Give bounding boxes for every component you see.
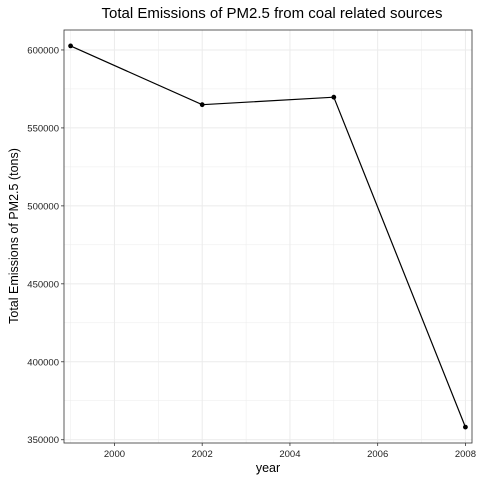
y-tick-label: 450000 xyxy=(27,279,59,290)
data-point xyxy=(68,43,73,49)
y-tick-label: 550000 xyxy=(27,123,59,134)
major-gridlines xyxy=(64,30,472,443)
x-axis-title: year xyxy=(256,461,280,475)
y-axis-title: Total Emissions of PM2.5 (tons) xyxy=(7,148,21,324)
y-tick-label: 500000 xyxy=(27,201,59,212)
y-tick-label: 400000 xyxy=(27,357,59,368)
chart-title: Total Emissions of PM2.5 from coal relat… xyxy=(102,5,443,22)
minor-gridlines xyxy=(64,30,472,443)
x-axis: 2000 2002 2004 2006 2008 xyxy=(104,443,476,460)
panel-border xyxy=(63,29,473,444)
y-tick-label: 600000 xyxy=(27,45,59,56)
x-tick-label: 2000 xyxy=(104,449,125,460)
x-tick-label: 2004 xyxy=(279,449,300,460)
data-point xyxy=(199,102,205,108)
series-layer xyxy=(68,43,468,430)
x-tick-label: 2006 xyxy=(367,449,388,460)
data-point xyxy=(331,94,337,100)
y-axis: 350000 400000 450000 500000 550000 600000 xyxy=(27,45,64,446)
data-point xyxy=(463,424,468,430)
y-tick-label: 350000 xyxy=(27,435,59,446)
x-tick-label: 2008 xyxy=(455,449,476,460)
series-line xyxy=(70,45,466,428)
x-tick-label: 2002 xyxy=(192,449,213,460)
